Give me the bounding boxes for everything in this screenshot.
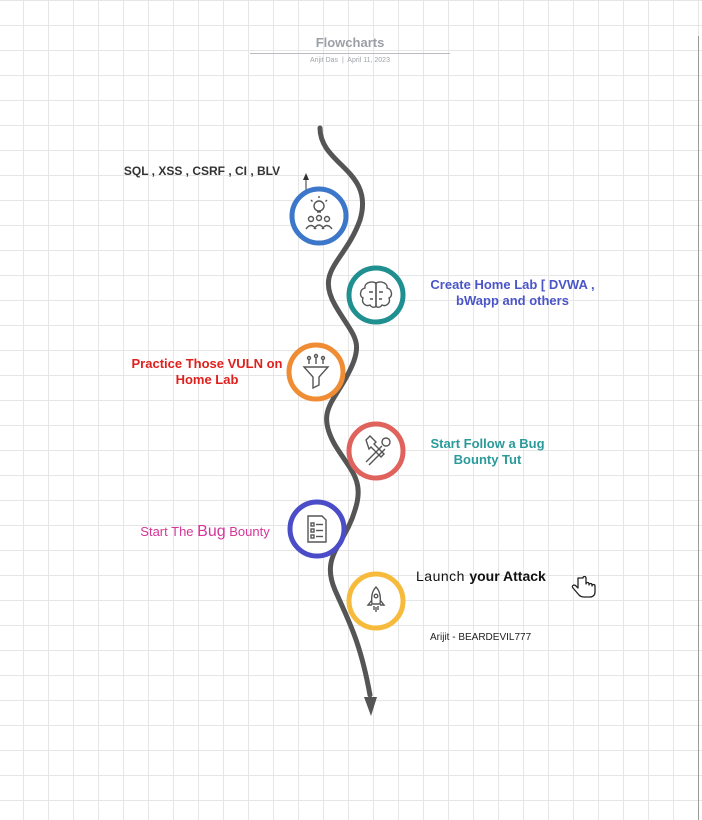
step-label-5-post: Bounty [225, 524, 270, 539]
roadmap-path [317, 125, 373, 698]
path-end-arrowhead [364, 697, 377, 716]
step-node-6[interactable] [346, 571, 406, 631]
step-label-5-bug: Bug [197, 523, 226, 540]
title-divider [250, 53, 450, 54]
hand-cursor-icon [571, 575, 596, 598]
step-label-2: Create Home Lab [ DVWA , bWapp and other… [430, 277, 595, 308]
rocket-icon [366, 586, 386, 612]
diagram-header: Flowcharts Arijit Das | April 11, 2023 [250, 35, 450, 64]
idea-arrow-head [303, 173, 309, 180]
step-node-2[interactable] [346, 265, 406, 325]
brain-icon [359, 281, 393, 308]
canvas-right-edge [698, 36, 699, 820]
step-label-5-pre: Start The [140, 524, 198, 539]
step-label-6-attack: your Attack [469, 568, 546, 584]
step-label-1: SQL , XSS , CSRF , CI , BLV [123, 164, 281, 178]
step-label-6: Launch your Attack [416, 568, 546, 584]
diagram-date: April 11, 2023 [347, 57, 390, 64]
step-label-6-launch: Launch [416, 568, 470, 584]
step-node-1[interactable] [289, 186, 349, 246]
tools-icon [365, 435, 391, 466]
step-label-3: Practice Those VULN on Home Lab [131, 356, 283, 387]
step-node-3[interactable] [286, 342, 346, 402]
checklist-icon [307, 515, 327, 543]
author-name: Arijit Das [310, 57, 339, 64]
subtitle-separator: | [340, 57, 346, 64]
step-label-4: Start Follow a Bug Bounty Tut [430, 436, 545, 467]
idea-team-icon [305, 196, 333, 230]
step-label-5: Start The Bug Bounty [130, 524, 280, 540]
step-node-5[interactable] [287, 499, 347, 559]
author-signature: Arijit - BEARDEVIL777 [430, 632, 532, 643]
diagram-subtitle: Arijit Das | April 11, 2023 [250, 57, 450, 64]
step-node-4[interactable] [346, 421, 406, 481]
funnel-icon [302, 353, 330, 390]
diagram-title: Flowcharts [315, 35, 385, 50]
